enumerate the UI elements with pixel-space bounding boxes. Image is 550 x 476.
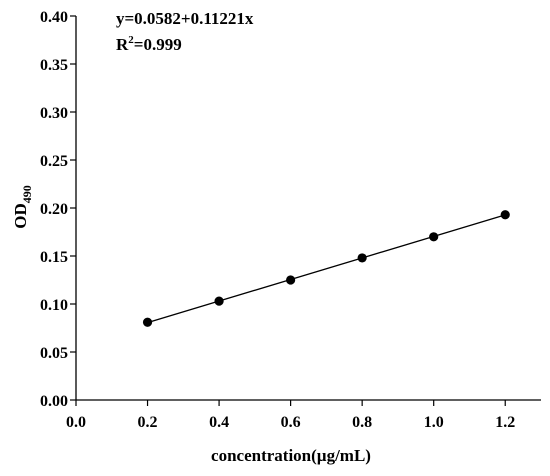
x-tick-label: 1.2 [495, 414, 515, 431]
data-point [142, 317, 153, 327]
fit-line [147, 214, 506, 324]
data-point [500, 210, 510, 220]
axes: 0.00 0.05 0.10 0.15 0.20 0.25 0.30 0.35 0.40 0.0 0… [40, 9, 541, 431]
x-tick-label: 1.0 [424, 414, 444, 431]
x-tick-label: 0.6 [281, 414, 301, 431]
x-tick-label: 0.4 [209, 414, 229, 431]
y-tick-label: 0.10 [40, 297, 68, 314]
data-point [214, 296, 224, 306]
r-squared-value: =0.999 [134, 35, 182, 54]
r-squared-prefix: R [116, 35, 129, 54]
data-point [429, 232, 439, 242]
y-tick-label: 0.20 [40, 201, 68, 218]
y-tick-label: 0.40 [40, 9, 68, 26]
data-points [142, 210, 510, 327]
y-axis-title-main: OD [11, 203, 30, 229]
y-tick-label: 0.35 [40, 57, 68, 74]
x-tick-label: 0.8 [352, 414, 372, 431]
r-squared: R2=0.999 [116, 34, 182, 54]
data-point [286, 275, 296, 285]
x-tick-label: 0.2 [138, 414, 158, 431]
fit-equation: y=0.0582+0.11221x [116, 9, 254, 28]
fit-line-group [147, 214, 506, 324]
y-tick-label: 0.00 [40, 393, 68, 410]
y-tick-label: 0.15 [40, 249, 68, 266]
r-squared-superscript: 2 [128, 34, 134, 46]
x-tick-label: 0.0 [66, 414, 86, 431]
data-point [357, 253, 367, 263]
y-axis-title-subscript: 490 [20, 185, 34, 203]
y-tick-label: 0.25 [40, 153, 68, 170]
x-axis-title: concentration(µg/mL) [211, 446, 371, 465]
y-axis-title: OD490 [11, 185, 34, 229]
y-tick-label: 0.30 [40, 105, 68, 122]
y-tick-label: 0.05 [40, 345, 68, 362]
